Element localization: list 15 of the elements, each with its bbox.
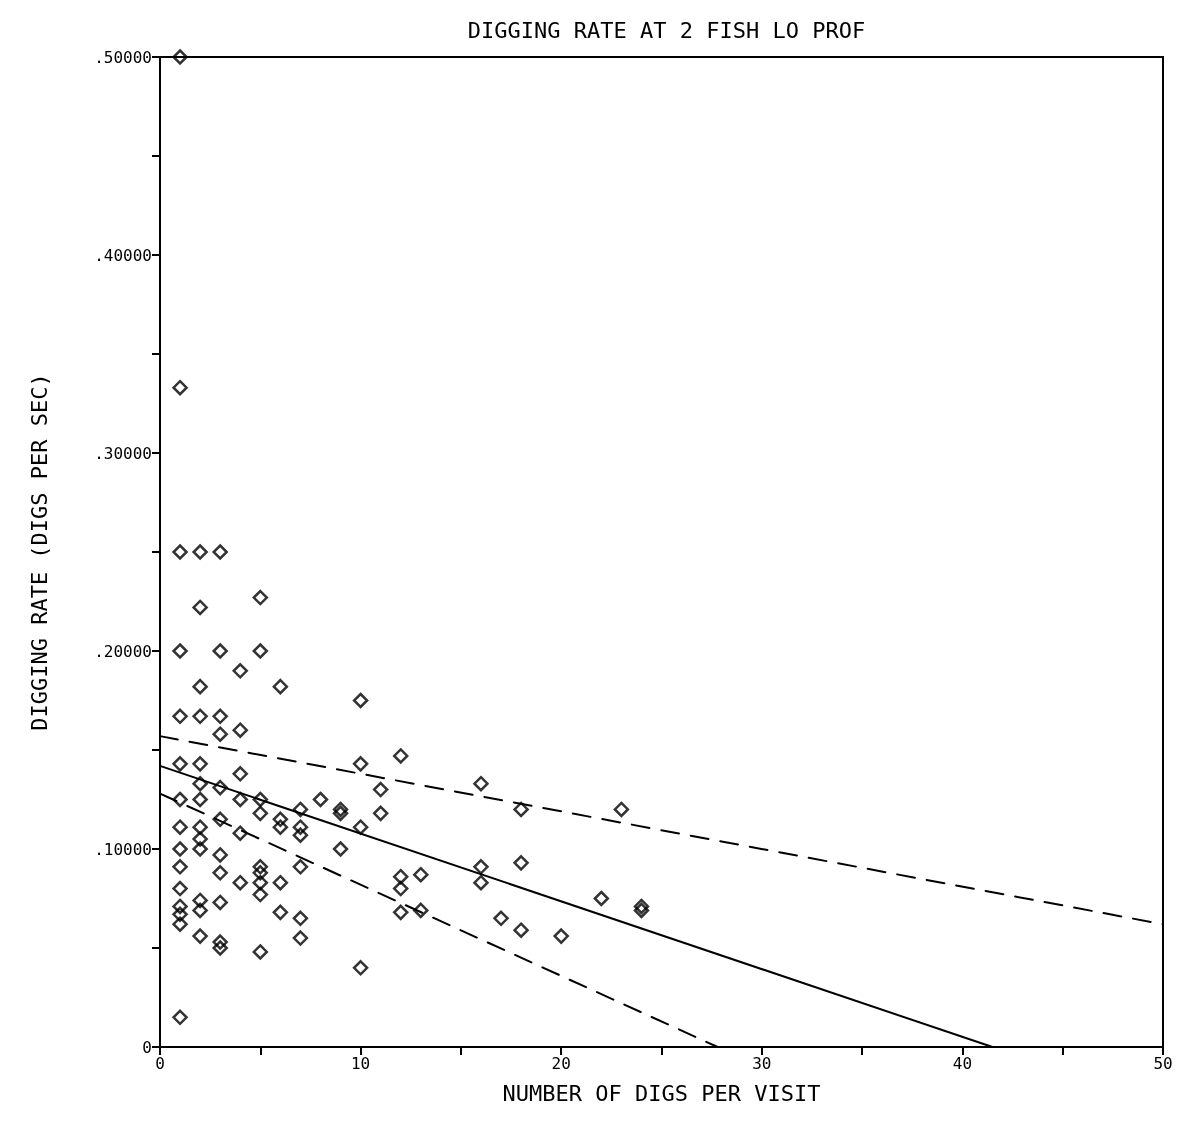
x-tick-label: 10 — [350, 1053, 371, 1073]
x-tick-label: 20 — [551, 1053, 571, 1073]
chart-title: DIGGING RATE AT 2 FISH LO PROF — [467, 17, 866, 43]
y-tick-label: .50000 — [94, 47, 152, 67]
x-tick-label: 0 — [155, 1053, 165, 1073]
y-tick-label: .10000 — [94, 839, 152, 859]
y-tick-label: .20000 — [94, 641, 152, 661]
y-axis-title: DIGGING RATE (DIGS PER SEC) — [26, 373, 52, 731]
y-tick-label: .30000 — [94, 443, 152, 463]
x-tick-label: 50 — [1153, 1053, 1173, 1073]
y-tick-label: .40000 — [94, 245, 152, 265]
x-tick-label: 30 — [752, 1053, 772, 1073]
x-tick-label: 40 — [952, 1053, 973, 1073]
y-tick-label: 0 — [142, 1037, 152, 1057]
x-axis-title: NUMBER OF DIGS PER VISIT — [502, 1080, 821, 1106]
